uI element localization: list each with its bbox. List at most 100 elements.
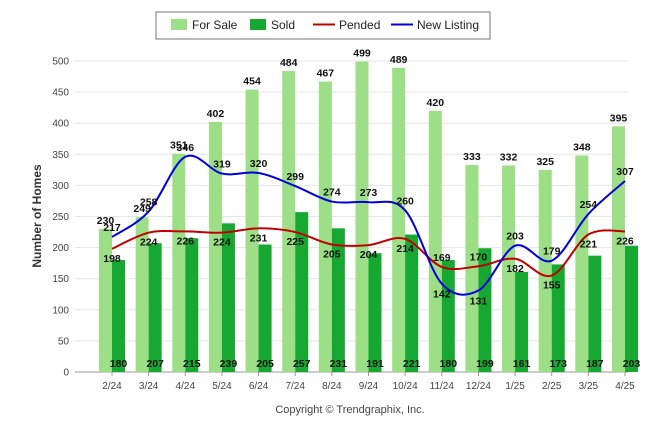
label-pended: 169 [433, 252, 451, 264]
label-sold: 205 [256, 358, 274, 370]
label-new-listing: 142 [433, 289, 451, 301]
bar-sold [551, 264, 565, 372]
label-sold: 207 [146, 358, 164, 370]
x-tick-label: 2/25 [542, 381, 562, 392]
label-pended: 214 [396, 243, 414, 255]
x-tick-label: 4/25 [615, 381, 635, 392]
label-for-sale: 351 [170, 140, 188, 152]
label-pended: 182 [506, 263, 524, 275]
label-for-sale: 420 [427, 97, 445, 109]
bar-sold [221, 223, 235, 372]
line-new-listing [111, 154, 626, 296]
bar-for-sale [318, 81, 332, 372]
legend-swatch-sold [250, 19, 266, 30]
label-sold: 257 [293, 358, 311, 370]
label-new-listing: 346 [177, 142, 195, 154]
label-sold: 173 [549, 358, 567, 370]
bar-for-sale [245, 89, 259, 372]
y-tick-label: 400 [52, 119, 69, 130]
label-pended: 221 [580, 239, 598, 251]
label-sold: 215 [183, 358, 201, 370]
x-axis: 2/24 3/24 4/24 5/24 6/24 7/24 8/24 9/24 10/24 11/… [102, 372, 635, 392]
bar-sold [185, 238, 199, 372]
y-axis-title: Number of Homes [30, 164, 44, 268]
label-pended: 231 [250, 232, 268, 244]
bar-sold [148, 243, 162, 372]
y-tick-label: 250 [52, 212, 69, 223]
legend-label-pended: Pended [339, 18, 380, 32]
line-pended [111, 227, 626, 278]
bar-for-sale [355, 61, 369, 372]
x-tick-label: 9/24 [359, 381, 379, 392]
legend-label-sold: Sold [271, 18, 295, 32]
label-for-sale: 333 [463, 151, 481, 163]
lines [111, 154, 626, 296]
label-sold: 191 [366, 358, 384, 370]
bar-sold [441, 260, 455, 372]
label-for-sale: 467 [317, 68, 335, 80]
label-sold: 180 [110, 358, 128, 370]
label-new-listing: 203 [506, 231, 524, 243]
label-sold: 199 [476, 358, 494, 370]
copyright: Copyright © Trendgraphix, Inc. [275, 404, 424, 416]
x-tick-label: 8/24 [322, 381, 342, 392]
y-axis: 0 50 100 150 200 250 300 350 400 450 500 [52, 57, 628, 379]
x-tick-label: 12/24 [466, 381, 491, 392]
bar-sold [295, 212, 309, 372]
bar-for-sale [208, 121, 222, 373]
y-tick-label: 300 [52, 181, 69, 192]
label-new-listing: 131 [470, 296, 488, 308]
data-labels: 230 180 249 207 351 215 402 239 454 205 484 257 467 2… [97, 48, 641, 370]
bar-sold [368, 253, 382, 372]
label-for-sale: 348 [573, 142, 591, 154]
label-sold: 231 [330, 358, 348, 370]
label-sold: 187 [586, 358, 604, 370]
bar-for-sale [502, 165, 516, 372]
label-for-sale: 489 [390, 54, 408, 66]
label-for-sale: 230 [97, 215, 115, 227]
x-tick-label: 6/24 [249, 381, 269, 392]
label-new-listing: 274 [323, 187, 341, 199]
bar-for-sale [135, 217, 149, 372]
bar-sold [515, 271, 529, 372]
label-pended: 226 [616, 235, 634, 247]
label-new-listing: 299 [286, 171, 304, 183]
bar-for-sale [172, 153, 186, 372]
x-tick-label: 1/25 [505, 381, 525, 392]
label-pended: 224 [213, 237, 231, 249]
legend: For Sale Sold Pended New Listing [155, 11, 491, 40]
bar-for-sale [428, 110, 442, 372]
bar-for-sale [99, 228, 112, 372]
bar-sold [331, 228, 345, 372]
y-tick-label: 200 [52, 243, 69, 254]
y-tick-label: 100 [52, 305, 69, 316]
label-new-listing: 260 [396, 195, 414, 207]
label-sold: 180 [440, 358, 458, 370]
label-new-listing: 320 [250, 158, 268, 170]
label-new-listing: 319 [213, 159, 231, 171]
y-tick-label: 0 [63, 368, 69, 379]
label-new-listing: 273 [360, 187, 378, 199]
label-pended: 204 [360, 249, 378, 261]
label-pended: 226 [177, 235, 195, 247]
label-new-listing: 258 [140, 197, 158, 209]
x-tick-label: 7/24 [285, 381, 305, 392]
label-new-listing: 217 [103, 222, 121, 234]
label-for-sale: 484 [280, 57, 298, 69]
y-tick-label: 350 [52, 150, 69, 161]
x-tick-label: 4/24 [176, 381, 196, 392]
label-new-listing: 307 [616, 166, 634, 178]
bar-sold [588, 255, 602, 372]
label-for-sale: 325 [536, 156, 554, 168]
label-sold: 239 [220, 358, 238, 370]
bar-for-sale [392, 67, 406, 372]
label-for-sale: 395 [610, 112, 628, 124]
label-for-sale: 402 [207, 108, 225, 120]
label-for-sale: 332 [500, 151, 518, 163]
label-new-listing: 254 [580, 199, 598, 211]
x-tick-label: 10/24 [393, 381, 418, 392]
y-tick-label: 50 [58, 336, 70, 347]
x-tick-label: 3/25 [579, 381, 599, 392]
legend-label-new-listing: New Listing [417, 18, 479, 32]
